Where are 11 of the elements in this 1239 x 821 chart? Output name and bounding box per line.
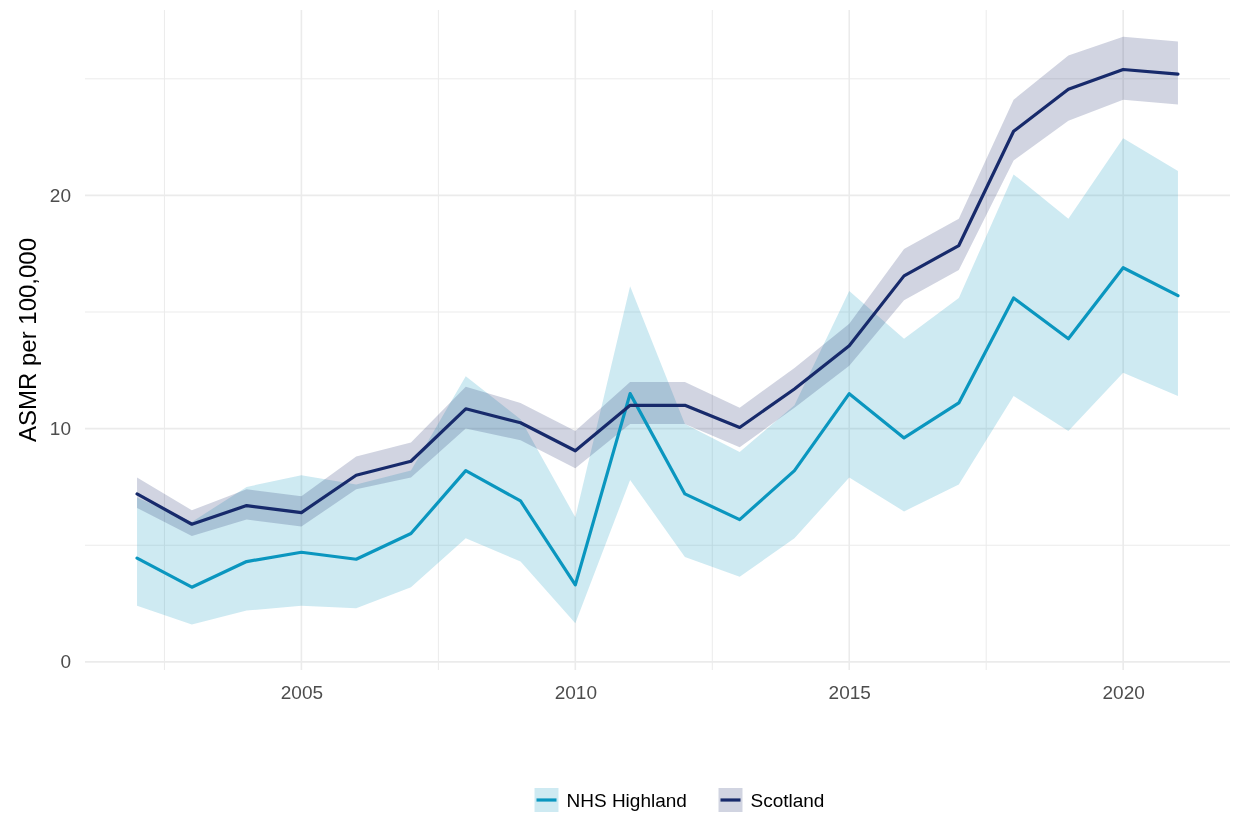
x-tick-label: 2010 (554, 682, 597, 704)
x-tick-label: 2015 (828, 682, 871, 704)
x-tick-label: 2020 (1102, 682, 1145, 704)
line-series (135, 266, 1180, 589)
y-tick-label: 10 (49, 418, 71, 440)
x-tick-label: 2005 (280, 682, 324, 704)
y-tick-label: 20 (49, 184, 71, 206)
y-tick-label: 0 (60, 651, 71, 673)
y-axis-title: ASMR per 100,000 (14, 237, 41, 443)
legend-label: Scotland (750, 790, 825, 811)
legend-label: NHS Highland (566, 790, 687, 811)
